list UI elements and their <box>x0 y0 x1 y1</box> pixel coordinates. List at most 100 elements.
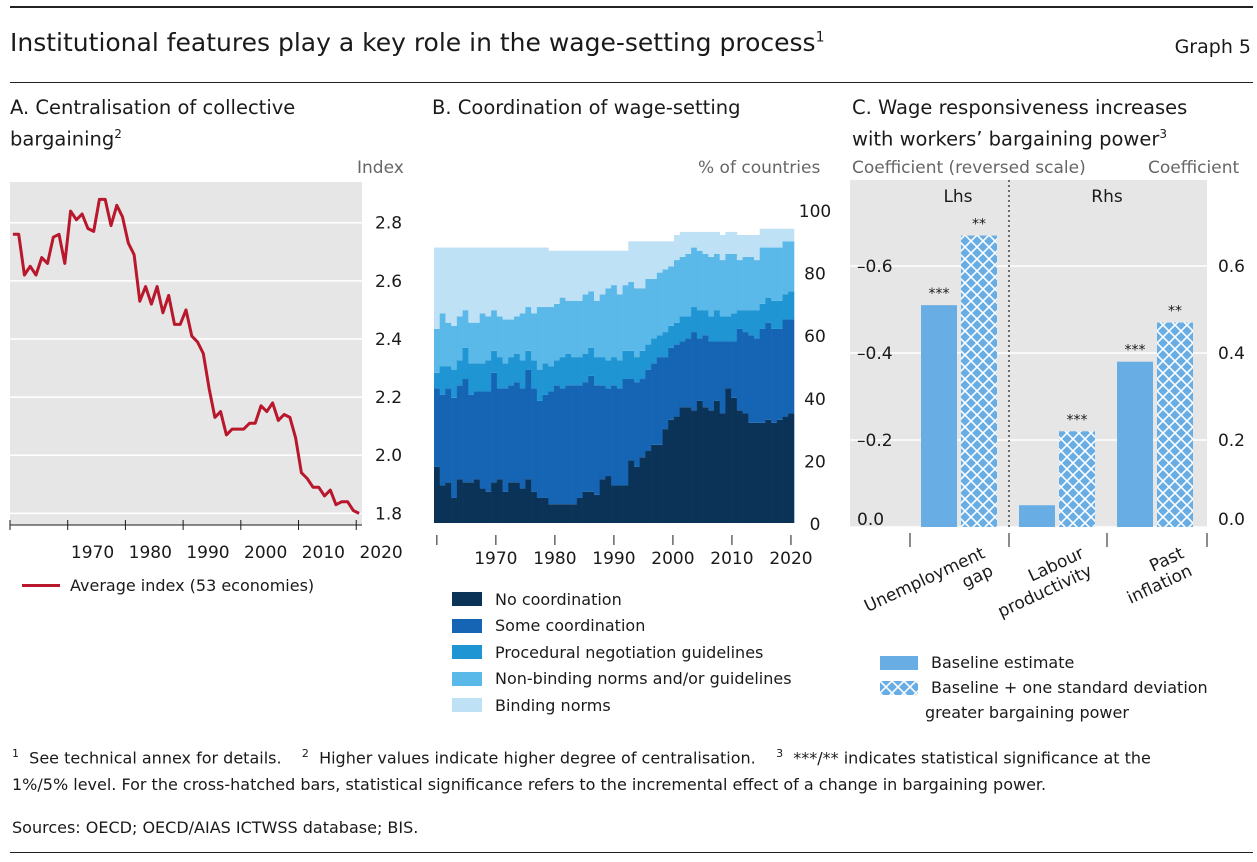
bar-segment <box>668 419 675 523</box>
bar-segment <box>434 328 441 373</box>
bar-segment <box>622 379 629 486</box>
legend-label: Some coordination <box>495 616 646 636</box>
bar-segment <box>514 247 521 317</box>
bar-segment <box>582 382 589 492</box>
panel-c-title: C. Wage responsiveness increases with wo… <box>852 96 1188 151</box>
bar-segment <box>788 228 795 242</box>
legend-item: Binding norms <box>452 692 792 719</box>
legend-label: Procedural negotiation guidelines <box>495 642 764 662</box>
bar-segment <box>754 260 761 311</box>
bar-segment <box>502 491 509 523</box>
legend-line-swatch <box>22 583 60 587</box>
bar-segment <box>782 228 789 242</box>
title-rule <box>10 82 1253 83</box>
bar-segment <box>668 325 675 348</box>
bar-segment <box>634 382 641 467</box>
bar-segment <box>462 379 469 483</box>
bar-segment <box>605 250 612 289</box>
bar-segment <box>742 235 749 257</box>
bar-segment <box>685 231 692 254</box>
bar-segment <box>525 369 532 480</box>
bar-segment <box>714 400 721 523</box>
bar-segment <box>485 247 492 317</box>
bar-segment <box>748 256 755 311</box>
bar-segment <box>559 297 566 358</box>
bar-segment <box>594 250 601 301</box>
bar-segment <box>456 360 463 386</box>
bar-segment <box>685 407 692 523</box>
bar-segment <box>594 300 601 358</box>
bar-segment <box>554 385 561 505</box>
bar-segment <box>702 253 709 311</box>
bar-segment <box>582 294 589 354</box>
bar-segment <box>554 250 561 304</box>
bar-segment <box>691 332 698 411</box>
bar-segment <box>719 341 726 414</box>
panel-c-unit-right: Coefficient <box>1148 158 1240 178</box>
bar-segment <box>485 391 492 492</box>
bar-segment <box>674 416 681 523</box>
bar-segment <box>508 357 515 386</box>
bar-segment <box>554 504 561 523</box>
bar-segment <box>651 338 658 364</box>
bar-segment <box>696 250 703 311</box>
bar-segment <box>468 394 475 483</box>
bar-segment <box>491 372 498 483</box>
bar-segment <box>662 429 669 523</box>
y-left-tick-label: –0.6 <box>857 257 893 277</box>
bar-segment <box>594 357 601 386</box>
bar-segment <box>565 300 572 354</box>
bar-segment <box>759 328 766 423</box>
bar-segment <box>765 297 772 323</box>
bar-segment <box>748 310 755 336</box>
bar-segment <box>651 444 658 523</box>
bar-segment <box>691 231 698 248</box>
bar-segment <box>736 310 743 329</box>
bar-segment <box>788 319 795 414</box>
y-left-tick-label: –0.2 <box>857 431 893 451</box>
category-label: Unemploymentgap <box>861 543 996 634</box>
bar-segment <box>788 291 795 320</box>
bar-segment <box>479 247 486 314</box>
bar-segment <box>576 300 583 358</box>
bar-segment <box>708 341 715 411</box>
bar-segment <box>531 491 538 523</box>
bar-segment <box>565 504 572 523</box>
bar-segment <box>639 288 646 351</box>
bar-segment <box>508 247 515 320</box>
bar-segment <box>571 504 578 523</box>
bar-segment <box>542 497 549 523</box>
bar-segment <box>668 241 675 267</box>
bar-segment <box>468 363 475 395</box>
bar-segment <box>634 288 641 358</box>
x-tick-label: 1990 <box>186 543 229 563</box>
bar-segment <box>639 241 646 289</box>
bar-segment <box>782 416 789 523</box>
bar-segment <box>731 397 738 523</box>
bar-segment <box>679 407 686 523</box>
bar-segment <box>662 357 669 430</box>
bar-segment <box>759 247 766 304</box>
x-tick-label: 1970 <box>474 549 517 569</box>
y-tick-label: 20 <box>804 452 826 472</box>
legend-swatch-hatched <box>880 680 918 695</box>
x-tick-label: 1980 <box>129 543 172 563</box>
bar-segment <box>588 291 595 348</box>
bar-segment <box>731 341 738 398</box>
bar-segment <box>439 394 446 486</box>
bar-segment <box>514 353 521 383</box>
bar-segment <box>691 410 698 523</box>
bar-segment <box>451 397 458 498</box>
bar-segment <box>451 247 458 326</box>
bar-segment <box>525 350 532 370</box>
bar-segment <box>645 451 652 523</box>
bar-segment <box>656 335 663 358</box>
bar-segment <box>439 313 446 367</box>
bar-segment <box>634 241 641 289</box>
bar-segment <box>725 231 732 254</box>
bar-segment <box>656 241 663 273</box>
bar-segment <box>576 385 583 498</box>
bar-segment <box>691 247 698 308</box>
bar-segment <box>434 247 441 329</box>
x-tick-label: 2020 <box>359 543 402 563</box>
